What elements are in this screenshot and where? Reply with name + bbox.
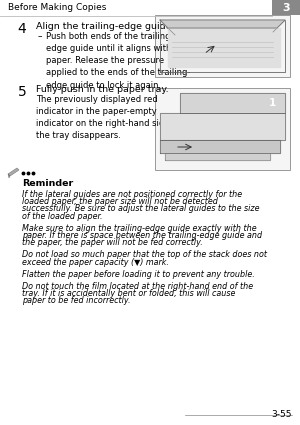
Text: paper. If there is space between the trailing-edge guide and: paper. If there is space between the tra… — [22, 231, 262, 240]
Text: tray. If it is accidentally bent or folded, this will cause: tray. If it is accidentally bent or fold… — [22, 289, 236, 298]
Polygon shape — [8, 168, 19, 176]
Polygon shape — [168, 28, 280, 67]
Polygon shape — [8, 174, 10, 178]
Text: 3: 3 — [282, 3, 290, 12]
Text: The previously displayed red
indicator in the paper-empty
indicator on the right: The previously displayed red indicator i… — [36, 95, 180, 140]
Bar — [155, 15, 290, 77]
Text: Fully push in the paper tray.: Fully push in the paper tray. — [36, 85, 169, 94]
Bar — [155, 88, 290, 170]
Text: 5: 5 — [18, 85, 26, 99]
Text: of the loaded paper.: of the loaded paper. — [22, 212, 103, 221]
Text: Make sure to align the trailing-edge guide exactly with the: Make sure to align the trailing-edge gui… — [22, 224, 256, 233]
Text: exceed the paper capacity (▼) mark.: exceed the paper capacity (▼) mark. — [22, 258, 169, 266]
Bar — [272, 0, 300, 15]
Polygon shape — [165, 153, 270, 160]
Bar — [228, 125, 240, 133]
Text: Align the trailing-edge guide with the paper.: Align the trailing-edge guide with the p… — [36, 22, 246, 31]
Bar — [263, 96, 280, 111]
Text: paper to be fed incorrectly.: paper to be fed incorrectly. — [22, 296, 130, 306]
Text: Do not touch the film located at the right-hand end of the: Do not touch the film located at the rig… — [22, 282, 253, 291]
Bar — [210, 125, 222, 133]
Text: Reminder: Reminder — [22, 179, 73, 188]
Text: the paper, the paper will not be fed correctly.: the paper, the paper will not be fed cor… — [22, 238, 203, 247]
Text: –: – — [38, 32, 43, 41]
Text: successfully. Be sure to adjust the lateral guides to the size: successfully. Be sure to adjust the late… — [22, 204, 260, 213]
Text: Push both ends of the trailing-
edge guide until it aligns with the
paper. Relea: Push both ends of the trailing- edge gui… — [46, 32, 190, 90]
Text: loaded paper, the paper size will not be detected: loaded paper, the paper size will not be… — [22, 197, 218, 206]
Text: Before Making Copies: Before Making Copies — [8, 3, 106, 12]
Text: 3-55: 3-55 — [272, 410, 292, 419]
Polygon shape — [160, 20, 285, 28]
Polygon shape — [160, 140, 280, 153]
Text: 1: 1 — [268, 98, 276, 108]
Polygon shape — [160, 113, 285, 140]
Text: Flatten the paper before loading it to prevent any trouble.: Flatten the paper before loading it to p… — [22, 270, 255, 279]
Text: If the lateral guides are not positioned correctly for the: If the lateral guides are not positioned… — [22, 190, 242, 199]
Text: Do not load so much paper that the top of the stack does not: Do not load so much paper that the top o… — [22, 250, 267, 259]
Polygon shape — [180, 93, 285, 113]
Text: 4: 4 — [18, 22, 26, 36]
